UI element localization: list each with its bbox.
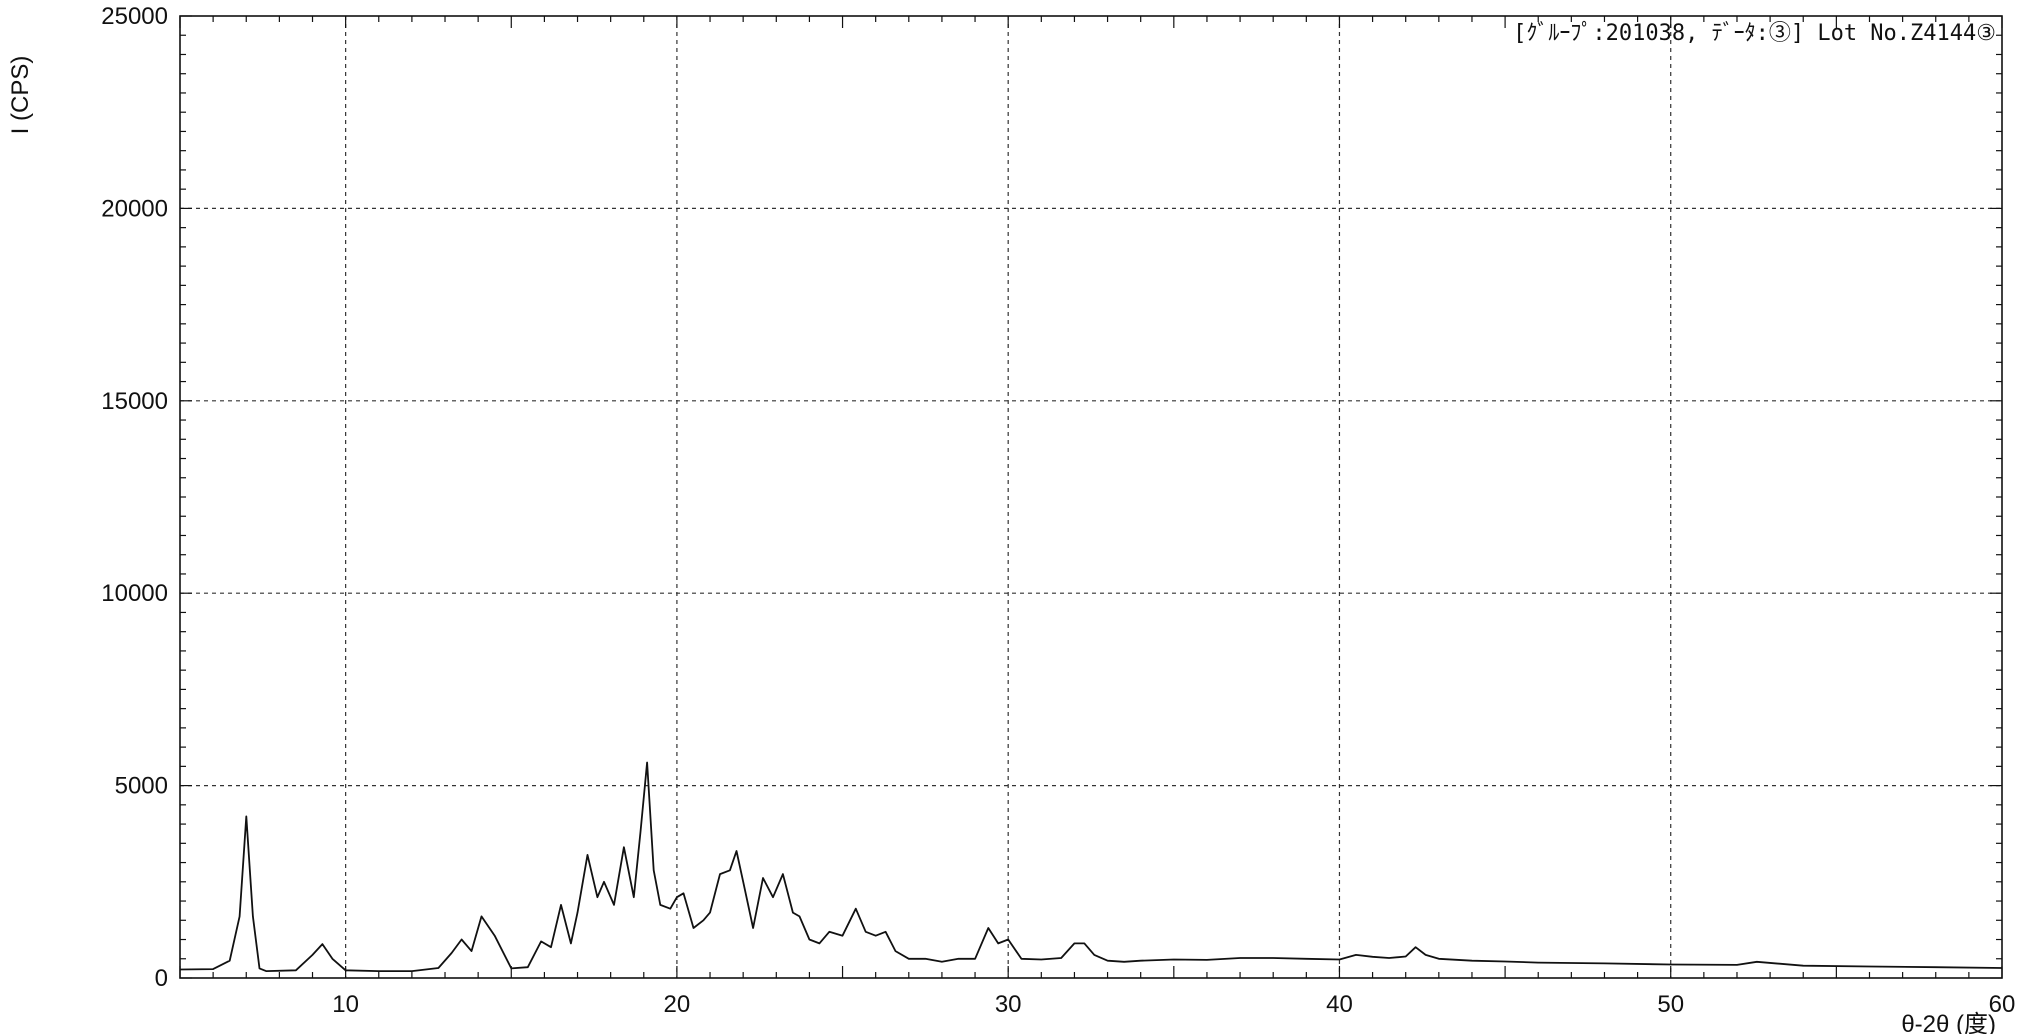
y-tick-label: 0 (155, 965, 168, 992)
x-tick-label: 60 (1989, 991, 2016, 1018)
y-tick-label: 20000 (101, 195, 168, 222)
y-axis-title: I (CPS) (7, 56, 34, 135)
axis-ticks (179, 15, 2003, 979)
diffraction-trace (179, 761, 2003, 972)
tick-labels: 10 20 30 40 50 60 0 5000 10000 15000 20000 25000 (101, 3, 2015, 1018)
x-tick-label: 10 (332, 991, 359, 1018)
y-tick-label: 15000 (101, 388, 168, 415)
x-tick-label: 50 (1657, 991, 1684, 1018)
x-tick-label: 30 (995, 991, 1022, 1018)
x-axis-title: θ-2θ (度) (1901, 1011, 1996, 1034)
y-tick-label: 25000 (101, 3, 168, 30)
plot-frame (179, 15, 2003, 979)
y-tick-label: 10000 (101, 580, 168, 607)
sample-annotation: [ｸﾞﾙｰﾌﾟ:201038, ﾃﾞｰﾀ:③] Lot No.Z4144③ (1513, 21, 1996, 46)
x-tick-label: 20 (664, 991, 691, 1018)
y-tick-label: 5000 (115, 773, 168, 800)
gridlines (180, 16, 2002, 978)
x-tick-label: 40 (1326, 991, 1353, 1018)
